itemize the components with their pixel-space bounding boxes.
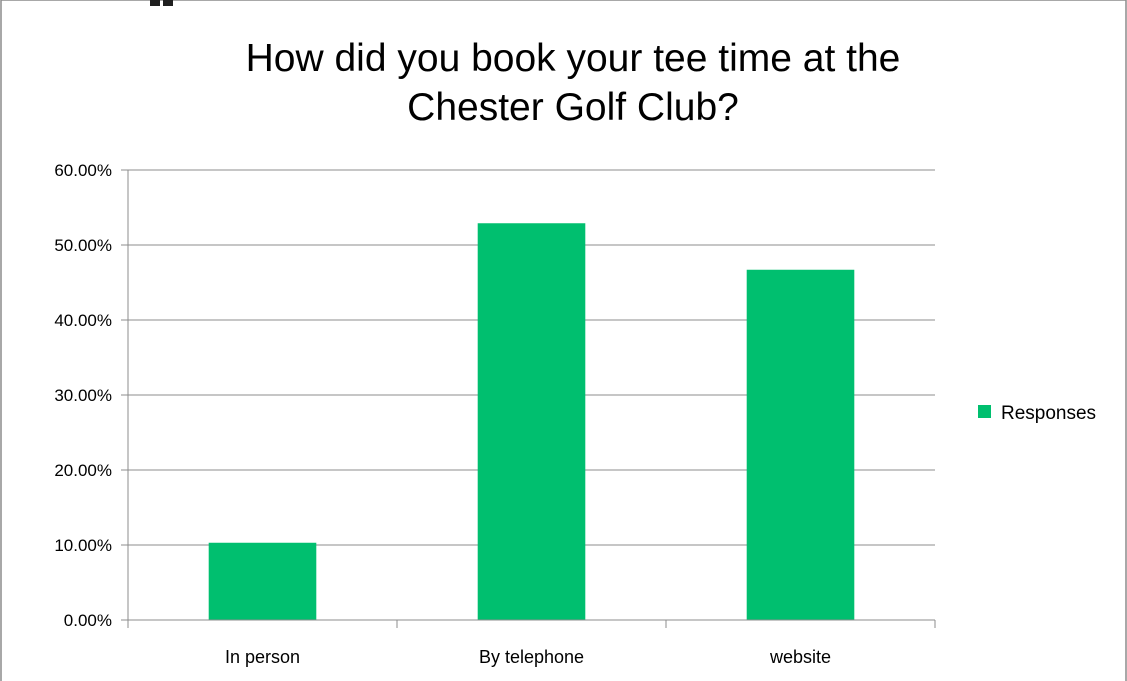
y-tick-label: 50.00% — [54, 236, 112, 255]
legend-swatch-responses — [978, 405, 991, 418]
x-axis-tick-labels: In person By telephone website — [225, 647, 831, 667]
y-tick-label: 30.00% — [54, 386, 112, 405]
cropped-header-fragment — [150, 0, 173, 6]
x-tick-label: In person — [225, 647, 300, 667]
legend: Responses — [978, 403, 1096, 424]
bars — [208, 223, 855, 620]
y-tick-label: 10.00% — [54, 536, 112, 555]
x-tick-label: website — [769, 647, 831, 667]
y-axis-tick-labels: 0.00% 10.00% 20.00% 30.00% 40.00% 50.00% 60.00… — [54, 161, 112, 630]
y-tick-label: 40.00% — [54, 311, 112, 330]
y-tick-label: 0.00% — [64, 611, 112, 630]
x-tick-label: By telephone — [479, 647, 584, 667]
y-tick-label: 60.00% — [54, 161, 112, 180]
chart-title-line-1: How did you book your tee time at the — [246, 37, 901, 80]
axes — [127, 170, 936, 628]
y-tick-label: 20.00% — [54, 461, 112, 480]
bar-website — [746, 269, 855, 620]
legend-label-responses: Responses — [1001, 403, 1096, 424]
bar-in-person — [208, 542, 317, 620]
bar-by-telephone — [477, 223, 586, 620]
chart-title-line-2: Chester Golf Club? — [407, 86, 739, 129]
